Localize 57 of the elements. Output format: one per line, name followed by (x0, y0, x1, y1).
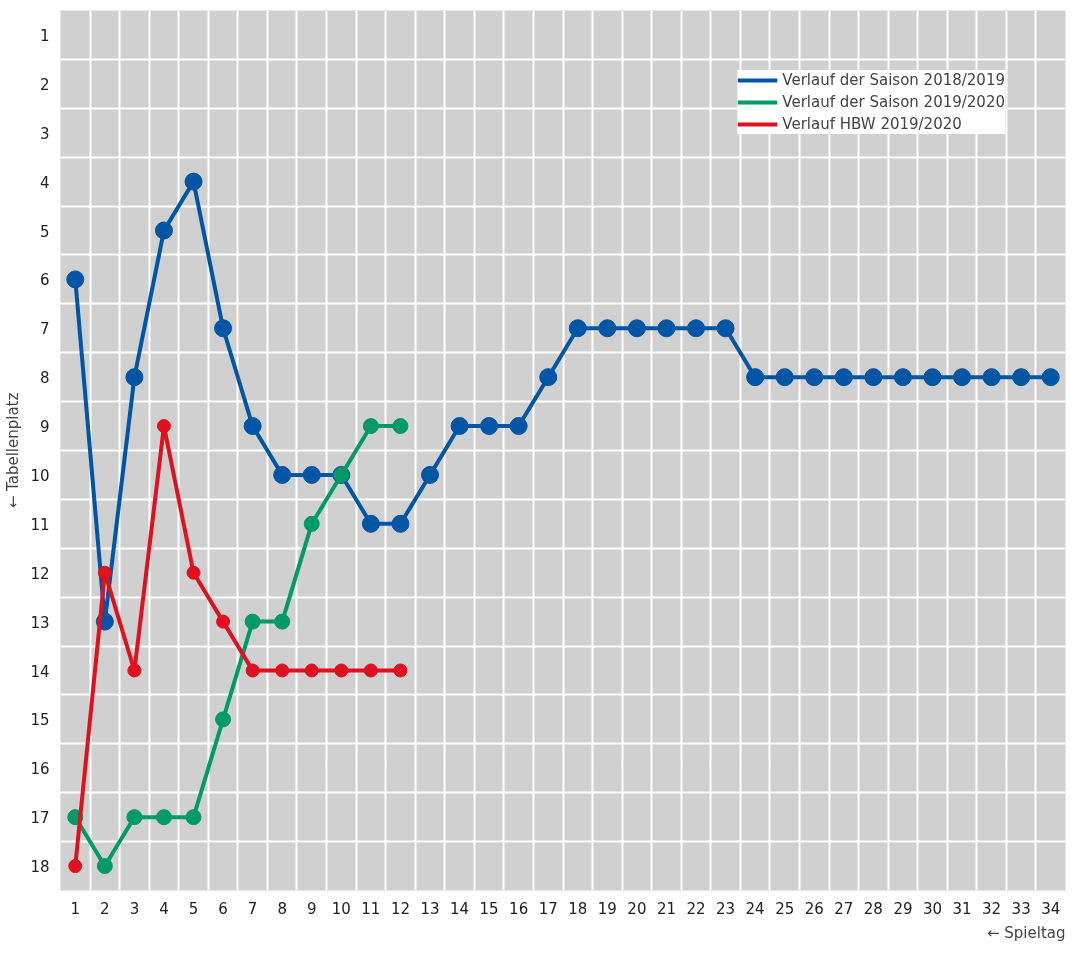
y-tick-label: 18 (30, 858, 50, 877)
y-tick-label: 16 (30, 760, 50, 779)
x-tick-label: 12 (390, 899, 410, 918)
x-tick-label: 14 (450, 899, 470, 918)
y-tick-label: 5 (39, 222, 50, 241)
x-tick-label: 26 (804, 899, 824, 918)
x-tick-label: 16 (509, 899, 529, 918)
legend-label: Verlauf der Saison 2018/2019 (782, 71, 1005, 89)
x-tick-label: 13 (420, 899, 440, 918)
y-tick-label: 3 (39, 124, 50, 143)
x-tick-label: 6 (218, 899, 228, 918)
x-tick-label: 18 (568, 899, 588, 918)
x-tick-label: 3 (129, 899, 140, 918)
y-tick-label: 2 (39, 75, 50, 94)
y-tick-label: 17 (30, 809, 50, 828)
x-tick-label: 33 (1011, 899, 1031, 918)
x-tick-label: 8 (277, 899, 287, 918)
legend-label: Verlauf HBW 2019/2020 (782, 115, 962, 133)
legend-label: Verlauf der Saison 2019/2020 (782, 93, 1005, 111)
x-tick-label: 9 (306, 899, 317, 918)
y-tick-label: 1 (39, 26, 50, 45)
x-tick-label: 2 (100, 899, 110, 918)
x-tick-label: 23 (716, 899, 736, 918)
x-tick-label: 34 (1041, 899, 1061, 918)
x-tick-label: 29 (893, 899, 913, 918)
y-tick-label: 15 (30, 711, 50, 730)
y-tick-label: 14 (30, 662, 50, 681)
y-tick-label: 4 (39, 173, 50, 192)
x-tick-label: 19 (597, 899, 617, 918)
x-tick-label: 15 (479, 899, 499, 918)
x-tick-label: 5 (188, 899, 199, 918)
x-tick-label: 20 (627, 899, 647, 918)
y-tick-label: 6 (39, 271, 50, 290)
x-tick-label: 11 (361, 899, 381, 918)
x-tick-label: 30 (922, 899, 943, 918)
x-tick-label: 10 (331, 899, 351, 918)
x-tick-label: 25 (775, 899, 795, 918)
y-axis-title: ← Tabellenplatz (4, 392, 23, 509)
x-tick-label: 7 (247, 899, 258, 918)
x-tick-label: 21 (656, 899, 677, 918)
y-tick-label: 12 (30, 564, 50, 583)
y-tick-label: 11 (30, 515, 50, 534)
x-tick-label: 17 (538, 899, 558, 918)
y-tick-label: 10 (30, 466, 50, 485)
x-tick-label: 1 (70, 899, 81, 918)
x-tick-label: 24 (745, 899, 765, 918)
x-tick-label: 22 (686, 899, 706, 918)
x-tick-label: 4 (159, 899, 169, 918)
y-tick-label: 13 (30, 613, 50, 632)
x-axis-title: ← Spieltag (986, 923, 1066, 942)
x-tick-label: 28 (863, 899, 883, 918)
y-tick-label: 7 (39, 320, 50, 339)
x-tick-label: 32 (982, 899, 1002, 918)
y-tick-label: 8 (39, 369, 50, 388)
x-tick-label: 27 (834, 899, 854, 918)
x-tick-label: 31 (952, 899, 972, 918)
y-tick-label: 9 (39, 418, 50, 437)
